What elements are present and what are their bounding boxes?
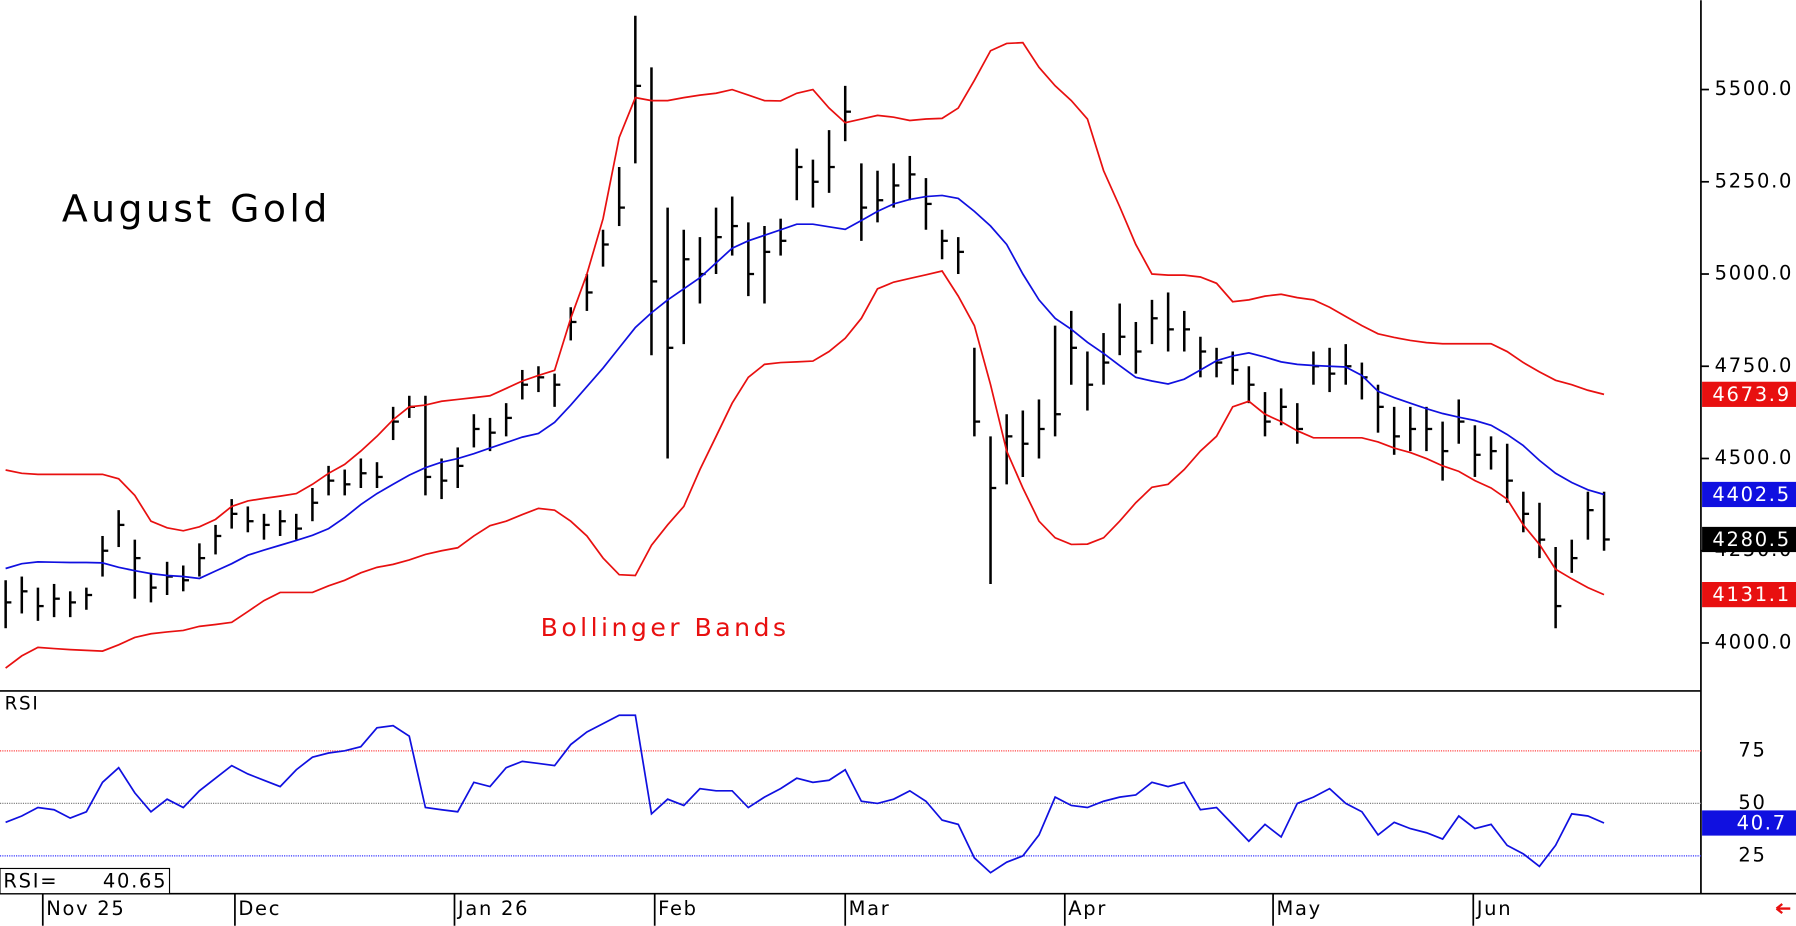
x-tick-label: Dec: [238, 897, 281, 920]
value-box: [1702, 381, 1796, 407]
y-tick-label: 4500.0: [1715, 446, 1793, 469]
readout-value: 40.65: [103, 870, 167, 893]
x-tick-label: Nov 25: [46, 897, 125, 920]
value-box-label: 4131.1: [1712, 583, 1790, 606]
x-tick-label: Mar: [849, 897, 891, 920]
value-box: [1702, 526, 1796, 553]
x-tick-label: Jan 26: [457, 897, 529, 920]
rsi-line: [5, 714, 1605, 874]
value-box-label: 4402.5: [1712, 483, 1790, 506]
y-tick-label: 75: [1738, 738, 1766, 761]
annotation: Bollinger Bands: [541, 613, 790, 642]
scroll-arrow: [1775, 903, 1791, 915]
y-tick-label: 4750.0: [1715, 354, 1793, 377]
panel-title: RSI: [5, 694, 40, 715]
x-tick-label: Apr: [1068, 897, 1107, 920]
y-tick-label: 5250.0: [1715, 169, 1793, 192]
y-tick-label: 5000.0: [1715, 262, 1793, 285]
value-box: [1702, 810, 1796, 836]
value-box-label: 4280.5: [1712, 528, 1790, 551]
x-tick-label: May: [1277, 897, 1322, 920]
x-tick-label: Feb: [658, 897, 698, 920]
band-line: [5, 41, 1605, 532]
chart-title: August Gold: [62, 187, 331, 231]
y-tick-label: 5500.0: [1715, 77, 1793, 100]
readout-label: RSI=: [3, 870, 58, 893]
y-tick-label: 50: [1738, 791, 1766, 814]
y-tick-label: 4000.0: [1715, 630, 1793, 653]
y-tick-label: 25: [1738, 843, 1766, 866]
band-line: [5, 270, 1605, 669]
value-box-label: 4673.9: [1712, 383, 1790, 406]
value-box: [1702, 582, 1796, 608]
readout-box: [0, 867, 171, 895]
value-box: [1702, 481, 1796, 508]
value-box-label: 40.7: [1737, 812, 1787, 835]
band-line: [5, 194, 1605, 580]
x-tick-label: Jun: [1476, 897, 1513, 920]
